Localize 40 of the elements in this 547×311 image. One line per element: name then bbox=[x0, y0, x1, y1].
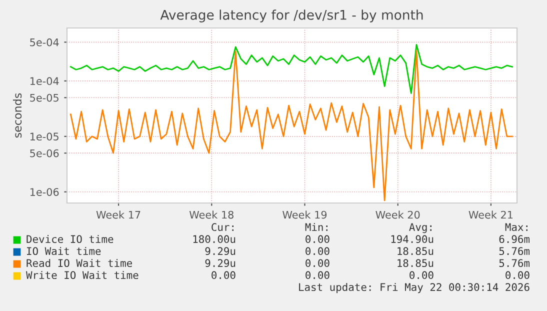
text: Last update: Fri May 22 00:30:14 2026 bbox=[299, 282, 530, 294]
text: 18.85u bbox=[398, 247, 434, 256]
y-tick-label: 5e-05 bbox=[30, 94, 58, 102]
x-tick-label: Week 18 bbox=[189, 210, 234, 219]
line-series bbox=[70, 44, 513, 94]
y-tick-label: 5e-06 bbox=[30, 149, 59, 158]
x-tick-label: Week 20 bbox=[376, 210, 420, 219]
legend-label: Device IO time bbox=[26, 234, 114, 244]
text: Avg: bbox=[409, 223, 432, 234]
text: 9.29u bbox=[205, 259, 236, 268]
text: 0.00 bbox=[506, 271, 530, 280]
text: Min: bbox=[305, 222, 328, 231]
y-tick-label: 1e-06 bbox=[30, 188, 59, 196]
legend-label: Write IO Wait time bbox=[26, 270, 138, 280]
text: Cur: bbox=[212, 223, 234, 232]
line-series bbox=[70, 50, 513, 202]
y-tick-label: 1e-04 bbox=[30, 77, 59, 86]
text: 0.00 bbox=[306, 247, 330, 256]
text: Max: bbox=[505, 223, 528, 232]
text: 9.29u bbox=[205, 247, 236, 256]
text: 5.76m bbox=[499, 247, 530, 256]
x-tick-label: Week 19 bbox=[282, 210, 327, 219]
y-tick-label: 1e-05 bbox=[30, 132, 58, 141]
text: 194.90u bbox=[391, 235, 434, 244]
text: 6.96m bbox=[499, 235, 530, 244]
text: 180.00u bbox=[193, 235, 236, 244]
text: 18.85u bbox=[398, 259, 434, 268]
y-tick-label: 5e-04 bbox=[30, 38, 59, 46]
text: 0.00 bbox=[306, 259, 330, 268]
text: 0.00 bbox=[306, 235, 330, 244]
text: 0.00 bbox=[306, 271, 330, 280]
text: 0.00 bbox=[212, 271, 236, 280]
legend-label: IO Wait time bbox=[27, 246, 101, 256]
text: 5.76m bbox=[499, 259, 530, 268]
legend-label: Read IO Wait time bbox=[26, 258, 132, 268]
chart-title: Average latency for /dev/sr1 - by month bbox=[160, 10, 423, 22]
text: 0.00 bbox=[410, 271, 434, 280]
x-tick-label: Week 21 bbox=[468, 210, 513, 219]
y-axis-title: seconds bbox=[13, 93, 22, 138]
x-tick-label: Week 17 bbox=[96, 210, 140, 219]
